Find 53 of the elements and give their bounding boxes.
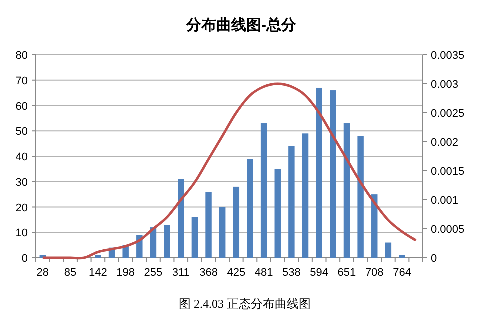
x-tick-label: 142 [89, 267, 108, 279]
bar [274, 169, 281, 258]
x-tick-label: 481 [254, 267, 274, 279]
line-series [42, 82, 418, 260]
x-tick-label: 651 [338, 267, 356, 279]
y2-tick-label: 0.0005 [431, 224, 465, 236]
x-tick-label: 594 [310, 267, 329, 279]
x-tick-label: 425 [227, 267, 246, 279]
y2-tick-label: 0.0025 [431, 108, 465, 120]
y-tick-label: 60 [16, 100, 28, 113]
y2-tick-label: 0.002 [431, 137, 459, 149]
y2-tick-label: 0 [431, 253, 438, 265]
x-tick-label: 708 [365, 267, 384, 279]
bar [372, 194, 378, 258]
bar [95, 255, 102, 258]
bar [260, 124, 268, 258]
bar [344, 124, 350, 258]
caption: 图 2.4.03 正态分布曲线图 [179, 297, 311, 311]
bar [192, 217, 198, 258]
y2-tick-label: 0.001 [431, 195, 459, 207]
bar [247, 159, 254, 258]
y-tick-label: 20 [16, 202, 28, 214]
y-tick-label: 10 [16, 228, 28, 240]
bar [233, 186, 240, 258]
bar [164, 225, 170, 258]
x-tick-label: 764 [393, 267, 412, 279]
x-tick-label: 28 [36, 267, 50, 279]
bar [288, 146, 295, 258]
x-tick-label: 538 [282, 267, 301, 279]
bar [206, 192, 212, 258]
x-tick-label: 368 [200, 267, 218, 279]
y-tick-label: 0 [22, 253, 28, 265]
bar [358, 136, 364, 258]
y-tick-label: 70 [16, 75, 28, 88]
y-tick-label: 40 [16, 152, 28, 164]
bar [219, 207, 226, 258]
bar [399, 255, 406, 258]
x-tick-label: 198 [116, 267, 136, 279]
y-tick-label: 30 [16, 176, 28, 189]
y-tick-label: 50 [16, 126, 28, 138]
bar [316, 88, 322, 258]
x-tick-label: 311 [172, 267, 190, 279]
y2-tick-label: 0.003 [431, 79, 459, 91]
bar [178, 179, 184, 258]
y-tick-label: 80 [16, 50, 28, 62]
bar [302, 134, 309, 258]
bar [330, 90, 336, 258]
bar [385, 242, 392, 258]
y2-tick-label: 0.0035 [431, 50, 465, 62]
chart-title: 分布曲线图-总分 [186, 17, 298, 34]
y2-tick-label: 0.0015 [431, 166, 465, 178]
x-tick-label: 255 [144, 267, 163, 279]
x-tick-label: 85 [64, 267, 77, 279]
